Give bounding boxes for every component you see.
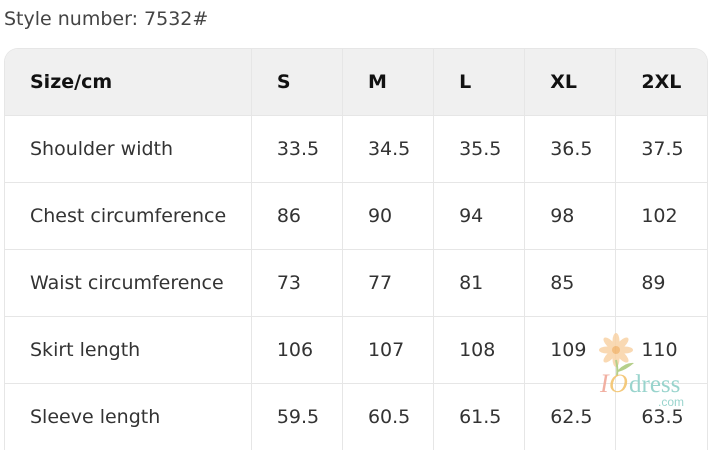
table-cell: 89 — [615, 249, 707, 317]
column-header: M — [342, 49, 435, 116]
table-cell: 61.5 — [433, 383, 526, 450]
table-cell: 81 — [433, 249, 526, 317]
table-cell: 59.5 — [251, 383, 343, 450]
row-label: Sleeve length — [5, 383, 252, 450]
table-cell: 60.5 — [342, 383, 435, 450]
row-label: Chest circumference — [5, 182, 252, 250]
table-cell: 35.5 — [433, 115, 526, 183]
column-header: L — [433, 49, 526, 116]
table-cell: 36.5 — [524, 115, 617, 183]
table-row: Sleeve length 59.5 60.5 61.5 62.5 63.5 — [5, 383, 707, 450]
column-header: Size/cm — [5, 49, 252, 116]
table-cell: 106 — [251, 316, 343, 384]
table-cell: 77 — [342, 249, 435, 317]
table-cell: 33.5 — [251, 115, 343, 183]
table-cell: 63.5 — [615, 383, 707, 450]
table-cell: 73 — [251, 249, 343, 317]
column-header: XL — [524, 49, 617, 116]
table-cell: 107 — [342, 316, 435, 384]
row-label: Shoulder width — [5, 115, 252, 183]
table-cell: 86 — [251, 182, 343, 250]
row-label: Waist circumference — [5, 249, 252, 317]
table-cell: 102 — [615, 182, 707, 250]
table-cell: 62.5 — [524, 383, 617, 450]
table-cell: 108 — [433, 316, 526, 384]
size-chart-table: Size/cm S M L XL 2XL Shoulder width 33.5 34.5 35.… — [4, 48, 708, 450]
table-cell: 110 — [615, 316, 707, 384]
table-cell: 98 — [524, 182, 617, 250]
column-header: S — [251, 49, 343, 116]
table-row: Skirt length 106 107 108 109 110 — [5, 316, 707, 384]
table-cell: 37.5 — [615, 115, 707, 183]
style-number: Style number: 7532# — [4, 8, 209, 30]
table-cell: 85 — [524, 249, 617, 317]
table-cell: 94 — [433, 182, 526, 250]
table-cell: 109 — [524, 316, 617, 384]
column-header: 2XL — [615, 49, 707, 116]
table-row: Waist circumference 73 77 81 85 89 — [5, 249, 707, 317]
row-label: Skirt length — [5, 316, 252, 384]
table-cell: 34.5 — [342, 115, 435, 183]
table-row: Chest circumference 86 90 94 98 102 — [5, 182, 707, 250]
table-row: Shoulder width 33.5 34.5 35.5 36.5 37.5 — [5, 115, 707, 183]
table-cell: 90 — [342, 182, 435, 250]
header-row: Size/cm S M L XL 2XL — [5, 49, 707, 116]
